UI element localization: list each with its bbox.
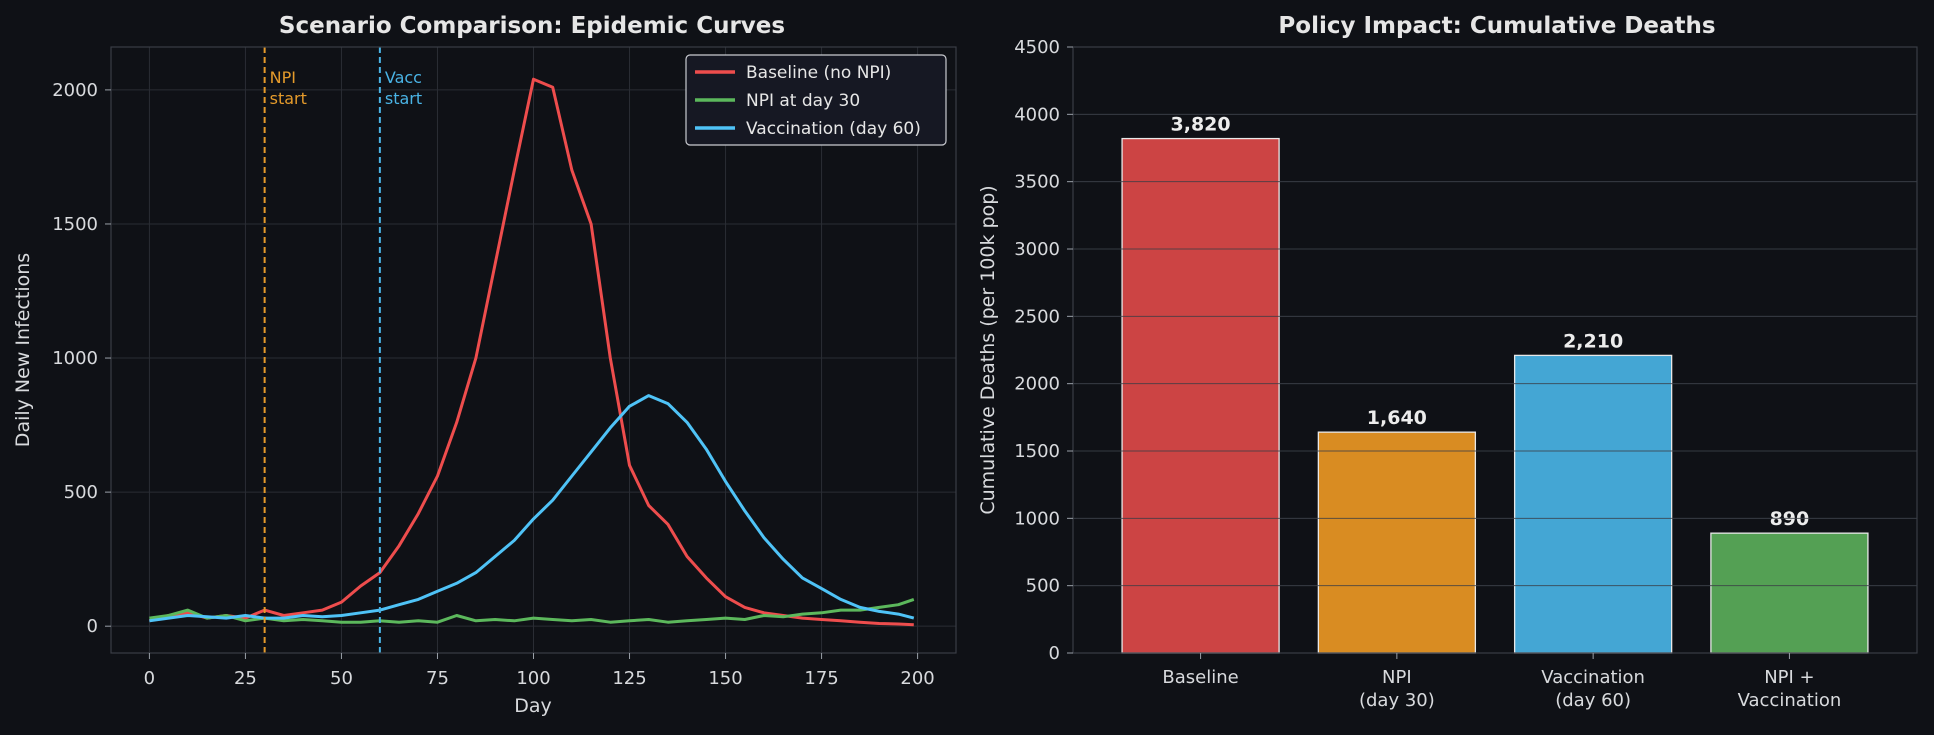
- line-chart-x-tick-label: 150: [708, 668, 742, 689]
- bar-chart-y-tick-label: 2500: [1014, 306, 1060, 327]
- line-chart-legend: Baseline (no NPI) NPI at day 30 Vaccinatio…: [685, 54, 947, 146]
- bar-chart-y-tick-label: 3000: [1014, 239, 1060, 260]
- line-chart-y-tick-label: 0: [87, 616, 98, 637]
- bar-value-label: 1,640: [1367, 407, 1427, 429]
- bar-chart-y-tick-label: 4000: [1014, 104, 1060, 125]
- bar-chart-category-label: (day 60): [1555, 690, 1631, 711]
- line-chart-y-axis-label: Daily New Infections: [12, 253, 34, 447]
- bar-chart-y-tick-label: 1000: [1014, 508, 1060, 529]
- bar-chart-y-tick-label: 4500: [1014, 37, 1060, 58]
- bar-value-label: 3,820: [1171, 114, 1231, 136]
- legend-box: [685, 54, 947, 146]
- line-chart-x-tick-label: 100: [516, 668, 550, 689]
- bar-vaccination: [1513, 354, 1673, 654]
- bar-chart-category-label: (day 30): [1359, 690, 1435, 711]
- bar-value-label: 2,210: [1563, 330, 1623, 352]
- line-chart-x-tick-label: 125: [612, 668, 646, 689]
- line-chart-x-tick-label: 200: [900, 668, 934, 689]
- bar-chart-category-label: Vaccination: [1738, 690, 1842, 711]
- bar-baseline: [1121, 137, 1280, 654]
- bar-chart-panel: Policy Impact: Cumulative Deaths 3,820 1,…: [977, 13, 1918, 711]
- bar-chart-category-label: NPI: [1382, 667, 1412, 688]
- bar-chart-axes-frame: [1072, 46, 1918, 654]
- bar-chart-x-ticks: Baseline NPI(day 30)Vaccination(day 60)NP…: [1162, 653, 1841, 711]
- line-chart-y-tick-label: 1500: [52, 214, 98, 235]
- line-chart-x-axis-label: Day: [514, 695, 552, 717]
- bar-chart-category-label: NPI +: [1764, 667, 1814, 688]
- annotation-label: NPI: [270, 68, 296, 87]
- bar-chart-title: Policy Impact: Cumulative Deaths: [1278, 13, 1715, 39]
- line-chart-y-ticks: 0 500 1000 1500 2000: [52, 80, 111, 637]
- line-chart-annotations: NPI start Vacc start: [263, 47, 422, 653]
- line-chart-x-tick-label: 50: [330, 668, 353, 689]
- bar-chart-y-tick-label: 1500: [1014, 441, 1060, 462]
- line-chart-y-tick-label: 1000: [52, 348, 98, 369]
- line-chart-x-tick-label: 25: [234, 668, 257, 689]
- line-chart-y-tick-label: 2000: [52, 80, 98, 101]
- line-chart-x-tick-label: 75: [426, 668, 449, 689]
- bar-chart-y-tick-label: 500: [1026, 576, 1060, 597]
- bar-npi-vaccination: [1710, 532, 1869, 654]
- bar-chart-category-label: Baseline: [1162, 667, 1238, 688]
- bar-chart-y-tick-label: 0: [1049, 643, 1060, 664]
- bar-chart-y-tick-label: 3500: [1014, 172, 1060, 193]
- line-chart-panel: Scenario Comparison: Epidemic Curves NPI…: [12, 13, 957, 717]
- line-chart-title: Scenario Comparison: Epidemic Curves: [279, 13, 785, 39]
- series-line-vaccination: [149, 394, 915, 623]
- line-chart-y-tick-label: 500: [64, 482, 98, 503]
- legend-label-vaccination: Vaccination (day 60): [746, 119, 921, 139]
- series-line-npi: [149, 597, 915, 624]
- bar-chart-category-label: Vaccination: [1541, 667, 1645, 688]
- annotation-label: start: [270, 89, 307, 108]
- line-chart-x-ticks: 0 25 50 75 100 125 150 175 200: [144, 653, 935, 689]
- legend-label-npi: NPI at day 30: [746, 91, 860, 111]
- annotation-label: start: [385, 89, 422, 108]
- bar-chart-bars: 3,820 1,640 2,210 890: [1073, 46, 1917, 654]
- annotation-label: Vacc: [385, 68, 422, 87]
- line-chart-grid: [111, 47, 956, 653]
- line-chart-x-tick-label: 175: [804, 668, 838, 689]
- bar-chart-y-tick-label: 2000: [1014, 374, 1060, 395]
- bar-npi: [1317, 431, 1477, 654]
- bar-chart-y-axis-label: Cumulative Deaths (per 100k pop): [977, 185, 999, 514]
- line-chart-x-tick-label: 0: [144, 668, 155, 689]
- bar-chart-y-ticks: 0 500 1000 1500 2000 2500 3000 3500 4000 4500: [1014, 37, 1073, 664]
- bar-value-label: 890: [1770, 508, 1810, 530]
- legend-label-baseline: Baseline (no NPI): [746, 63, 891, 83]
- line-chart-series: [149, 77, 915, 627]
